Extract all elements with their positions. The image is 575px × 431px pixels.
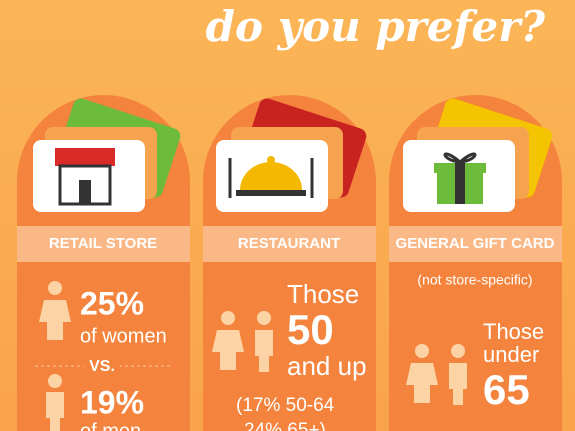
stat-label: Those bbox=[483, 319, 544, 344]
stat-label: and up bbox=[287, 351, 367, 381]
subheader: (not store-specific) bbox=[417, 272, 532, 288]
stat-label: of men bbox=[80, 420, 141, 431]
title: do you prefer? bbox=[206, 2, 546, 51]
stat-note: (17% 50-64 bbox=[236, 395, 335, 416]
stat: 19% bbox=[80, 384, 144, 420]
stat: 25% bbox=[80, 285, 144, 321]
stat: 65 bbox=[483, 366, 530, 413]
vs-badge bbox=[84, 354, 120, 378]
column-header: RESTAURANT bbox=[238, 235, 340, 252]
header-band bbox=[389, 226, 562, 262]
store-icon bbox=[55, 148, 115, 206]
stat-label: under bbox=[483, 342, 539, 367]
gift-icon bbox=[434, 152, 486, 204]
header-band bbox=[203, 226, 376, 262]
column-header: GENERAL GIFT CARD bbox=[396, 235, 555, 252]
column-header: RETAIL STORE bbox=[49, 235, 157, 252]
stat-label: of women bbox=[80, 325, 167, 347]
stat-label: Those bbox=[287, 279, 359, 309]
stat-note: 24% 65+) bbox=[244, 420, 326, 431]
person-icon bbox=[39, 281, 467, 431]
cloche-icon bbox=[228, 156, 314, 198]
stat: 50 bbox=[287, 306, 334, 353]
header-band bbox=[17, 226, 190, 262]
vs-label: VS. bbox=[89, 358, 115, 375]
